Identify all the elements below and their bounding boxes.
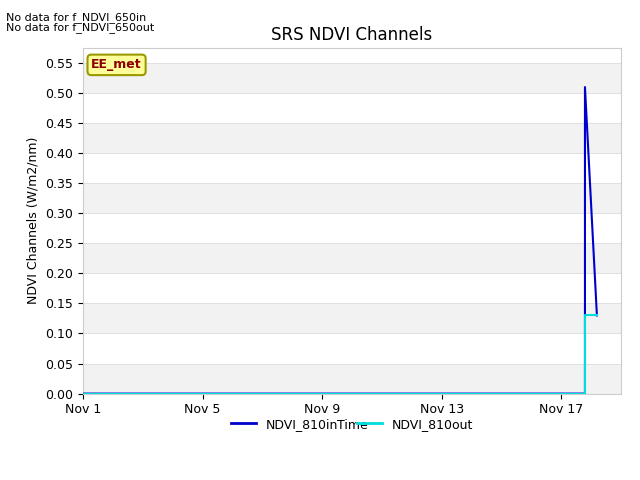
Bar (83, 363, 621, 394)
Bar (83, 334, 621, 363)
Legend: NDVI_810in, NDVI_810out: NDVI_810in, NDVI_810out (226, 413, 478, 436)
Text: EE_met: EE_met (92, 59, 142, 72)
Text: No data for f_NDVI_650in: No data for f_NDVI_650in (6, 12, 147, 23)
X-axis label: Time: Time (337, 419, 367, 432)
Bar (83, 123, 621, 153)
Bar (83, 153, 621, 183)
Bar (83, 213, 621, 243)
Bar (83, 183, 621, 213)
Y-axis label: NDVI Channels (W/m2/nm): NDVI Channels (W/m2/nm) (27, 137, 40, 304)
Bar (83, 243, 621, 274)
Text: No data for f_NDVI_650out: No data for f_NDVI_650out (6, 22, 155, 33)
Title: SRS NDVI Channels: SRS NDVI Channels (271, 25, 433, 44)
Bar (83, 274, 621, 303)
Bar (83, 63, 621, 93)
Bar (83, 93, 621, 123)
Bar (83, 303, 621, 334)
